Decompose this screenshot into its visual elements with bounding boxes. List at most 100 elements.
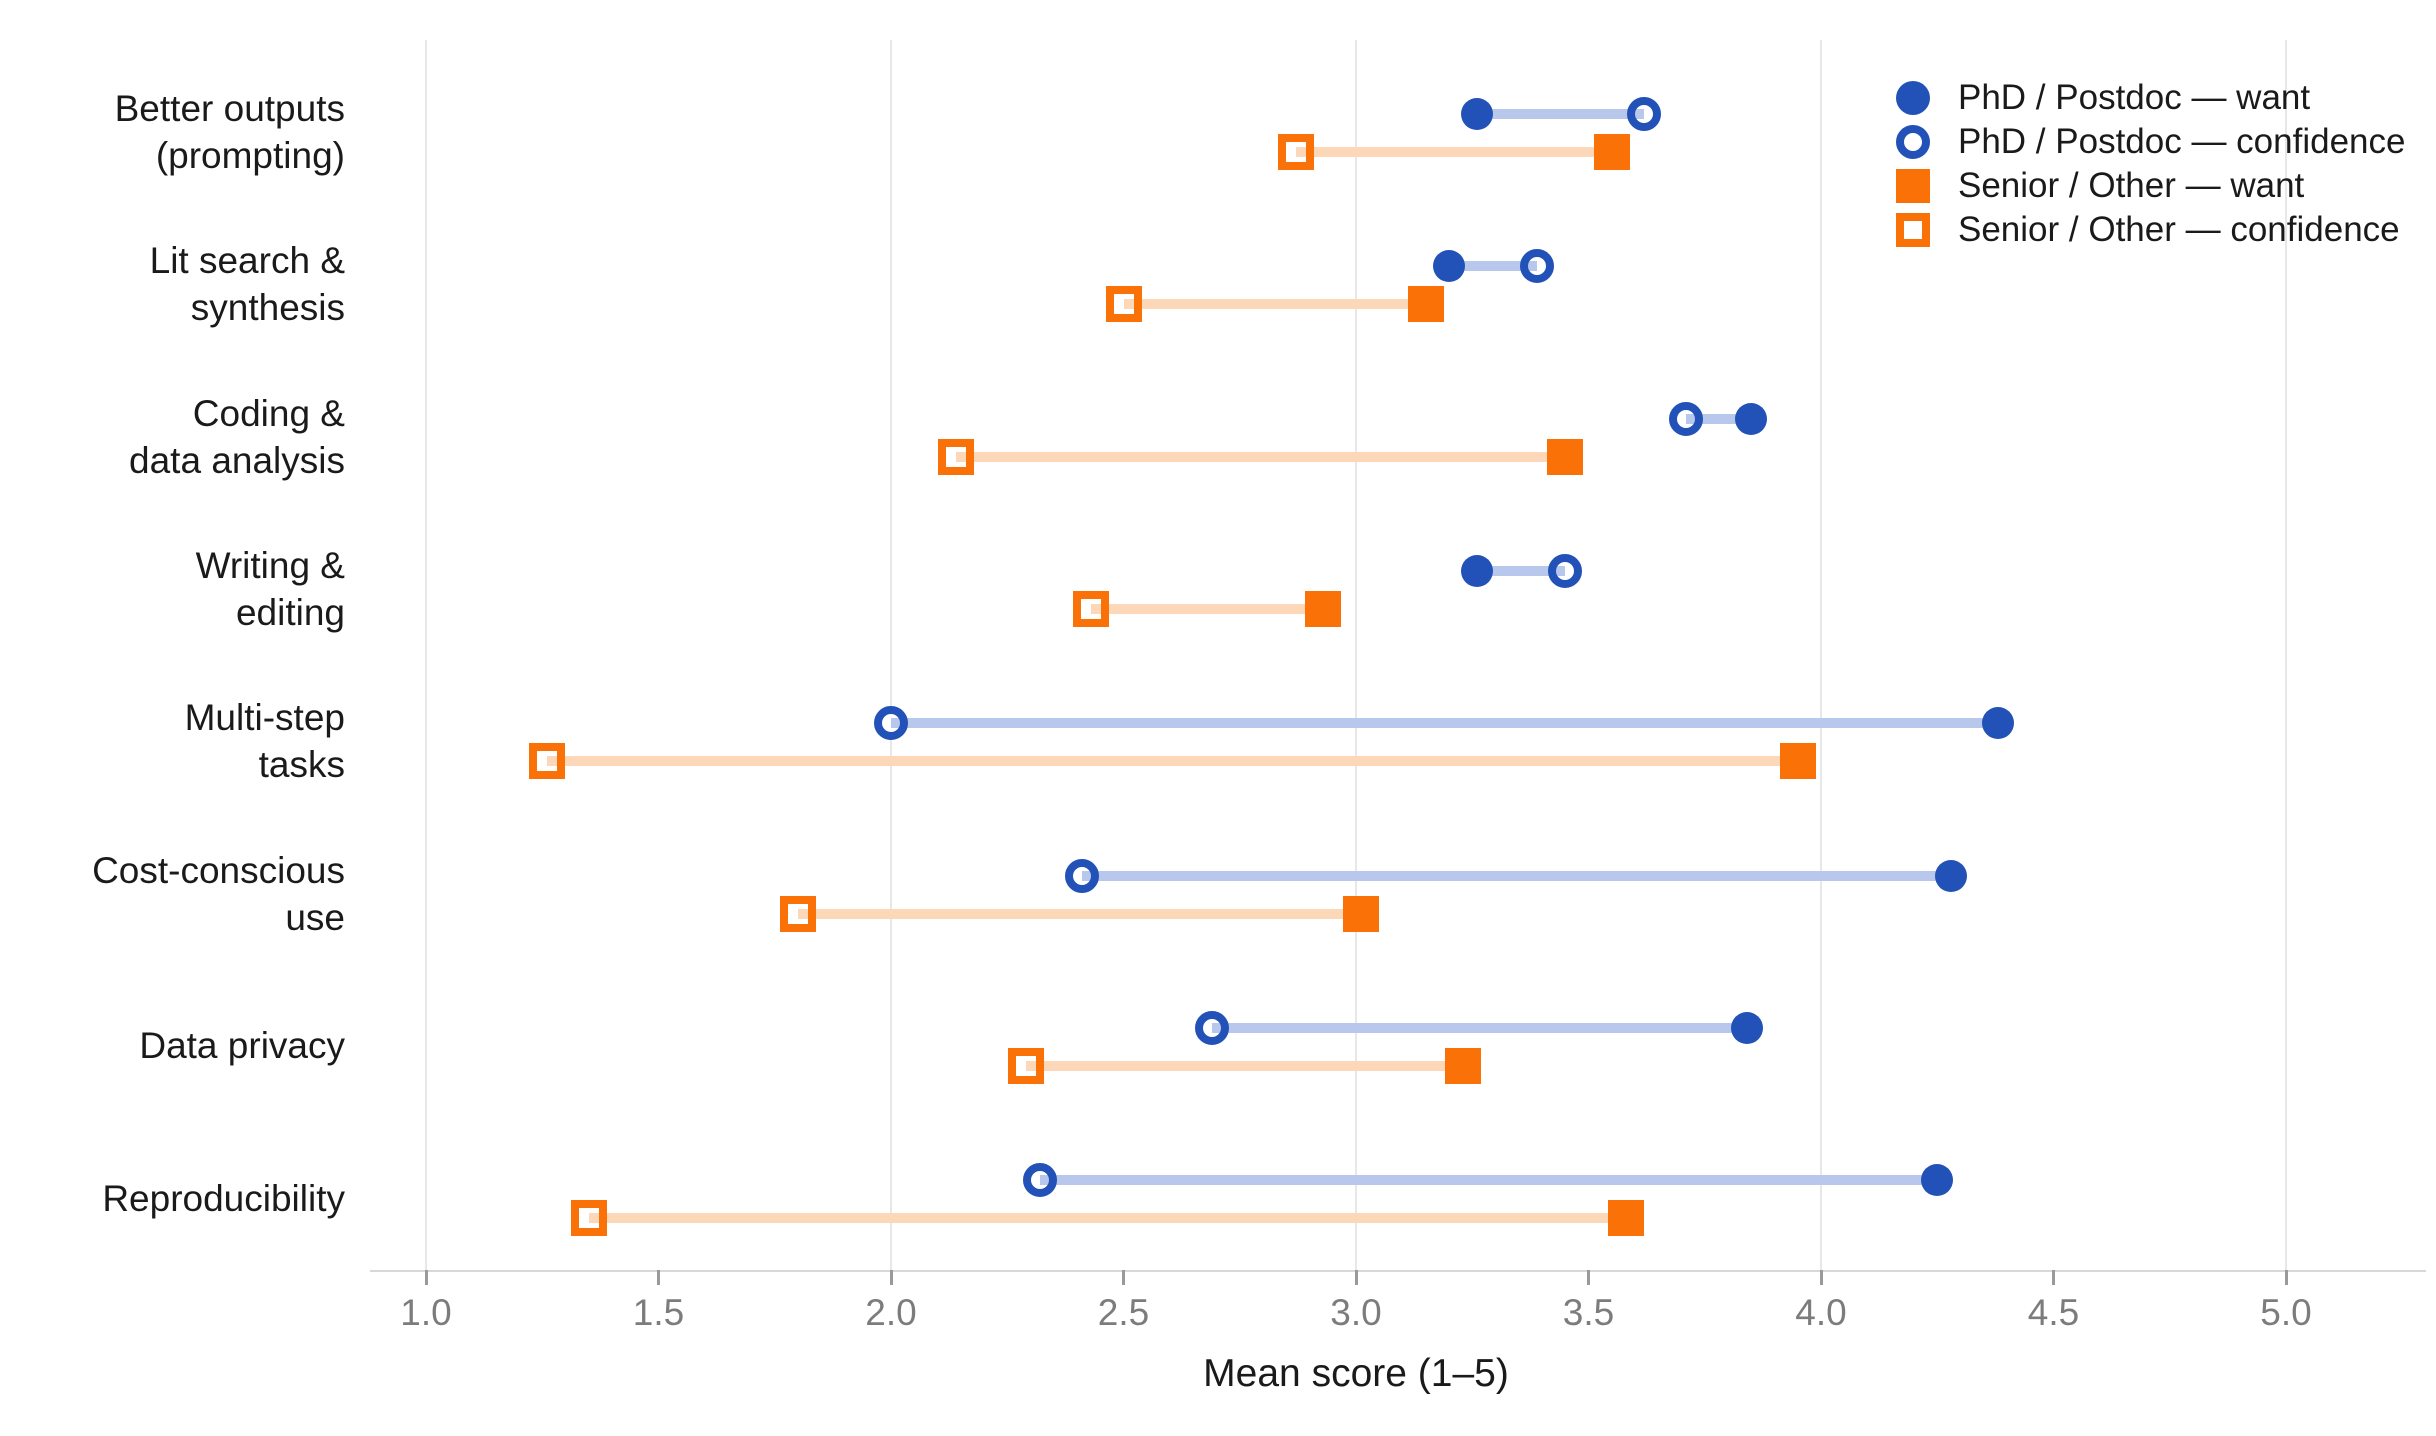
category-label: Cost-conscious use <box>15 847 345 941</box>
legend-label: Senior / Other — confidence <box>1958 210 2400 249</box>
x-axis-tick <box>1122 1270 1125 1285</box>
connector-line <box>1449 261 1538 272</box>
connector-line <box>1295 147 1612 157</box>
category-label-line: Cost-conscious <box>92 849 345 891</box>
category-label-line: Data privacy <box>139 1025 345 1067</box>
connector-line <box>956 451 1566 462</box>
category-label-line: Writing & <box>195 544 345 586</box>
circle-open-marker-confidence <box>1627 97 1662 131</box>
gridline <box>890 40 892 1270</box>
circle-filled-marker-want <box>1981 707 2014 740</box>
category-label-line: Reproducibility <box>102 1177 345 1219</box>
circle-open-marker-confidence <box>874 706 908 741</box>
category-label-line: (prompting) <box>155 135 345 176</box>
category-label: Better outputs (prompting) <box>15 85 345 179</box>
circle-open-marker-confidence <box>1520 249 1555 284</box>
square-open-marker-confidence <box>1007 1047 1044 1084</box>
connector-line <box>546 756 1798 767</box>
x-axis-tick-label: 1.0 <box>400 1292 452 1333</box>
legend-item-senior-want: Senior / Other — want <box>1896 164 2405 208</box>
open-square-icon <box>1896 213 1930 247</box>
square-filled-marker-want <box>1305 590 1342 627</box>
x-axis-tick-label: 3.5 <box>1562 1292 1615 1333</box>
x-axis-tick-label: 1.5 <box>632 1292 685 1333</box>
x-axis-tick <box>2052 1270 2055 1285</box>
square-filled-marker-want <box>1444 1047 1481 1084</box>
x-axis-tick-label: 4.5 <box>2027 1292 2080 1333</box>
square-open-marker-confidence <box>1072 590 1109 627</box>
connector-line <box>1090 603 1324 614</box>
category-label-line: editing <box>235 591 345 633</box>
category-label-line: Lit search & <box>149 240 345 282</box>
square-open-marker-confidence <box>1277 134 1314 170</box>
circle-open-marker-confidence <box>1064 858 1099 893</box>
gridline <box>2285 40 2287 1270</box>
connector-line <box>1476 565 1566 576</box>
category-label-line: Multi-step <box>184 697 345 739</box>
legend-item-phd-want: PhD / Postdoc — want <box>1896 76 2405 120</box>
circle-open-marker-confidence <box>1669 401 1704 436</box>
category-label-line: data analysis <box>129 439 345 481</box>
legend-label: Senior / Other — want <box>1958 166 2305 205</box>
circle-open-marker-confidence <box>1022 1163 1057 1198</box>
category-label: Data privacy <box>15 1022 345 1069</box>
square-open-marker-confidence <box>528 743 565 780</box>
connector-line <box>1039 1175 1938 1186</box>
circle-open-marker-confidence <box>1194 1010 1229 1045</box>
connector-line <box>1025 1060 1463 1071</box>
legend-item-phd-confidence: PhD / Postdoc — confidence <box>1896 120 2405 164</box>
square-filled-marker-want <box>1547 438 1584 475</box>
x-axis-line <box>370 1270 2426 1272</box>
category-label: Coding & data analysis <box>15 390 345 484</box>
category-label: Multi-step tasks <box>15 694 345 788</box>
x-axis-tick-label: 2.0 <box>865 1292 917 1333</box>
square-filled-marker-want <box>1593 134 1630 170</box>
connector-line <box>588 1213 1626 1224</box>
connector-line <box>1123 299 1426 310</box>
filled-square-icon <box>1896 169 1930 203</box>
x-axis-tick <box>424 1270 428 1285</box>
square-open-marker-confidence <box>780 895 816 932</box>
category-label: Reproducibility <box>15 1175 345 1222</box>
square-filled-marker-want <box>1342 895 1379 932</box>
gridline <box>425 40 427 1270</box>
x-axis-tick <box>1587 1270 1590 1285</box>
circle-filled-marker-want <box>1460 98 1493 130</box>
square-open-marker-confidence <box>938 438 975 475</box>
x-axis-tick <box>657 1270 660 1285</box>
connector-line <box>1211 1022 1747 1033</box>
square-open-marker-confidence <box>570 1200 607 1237</box>
legend-label: PhD / Postdoc — confidence <box>1958 122 2406 161</box>
connector-line <box>798 908 1361 919</box>
x-axis-tick-label: 4.0 <box>1795 1292 1847 1333</box>
category-label-line: Coding & <box>192 392 345 434</box>
connector-line <box>1081 870 1952 881</box>
legend-item-senior-confidence: Senior / Other — confidence <box>1896 208 2405 252</box>
x-axis-tick <box>889 1270 893 1285</box>
square-filled-marker-want <box>1607 1200 1644 1237</box>
category-label-line: synthesis <box>190 287 345 329</box>
open-circle-icon <box>1896 125 1930 159</box>
square-filled-marker-want <box>1779 743 1816 780</box>
connector-line <box>891 718 1998 729</box>
x-axis-tick <box>2284 1270 2288 1285</box>
category-label-line: use <box>285 896 345 938</box>
gridline <box>1355 40 1357 1270</box>
square-open-marker-confidence <box>1105 286 1142 323</box>
x-axis-title: Mean score (1–5) <box>1203 1352 1509 1395</box>
circle-filled-marker-want <box>1935 859 1968 892</box>
category-label-line: Better outputs <box>114 88 345 129</box>
circle-filled-marker-want <box>1730 1011 1763 1044</box>
circle-filled-marker-want <box>1433 250 1465 283</box>
category-label: Lit search & synthesis <box>15 237 345 331</box>
x-axis-tick <box>1819 1270 1823 1285</box>
category-label: Writing & editing <box>15 542 345 636</box>
x-axis-tick-label: 3.0 <box>1330 1292 1382 1333</box>
square-filled-marker-want <box>1407 286 1444 323</box>
circle-open-marker-confidence <box>1548 553 1583 588</box>
category-label-line: tasks <box>258 744 345 786</box>
x-axis-tick <box>1354 1270 1358 1285</box>
gridline <box>1820 40 1822 1270</box>
connector-line <box>1686 413 1752 424</box>
